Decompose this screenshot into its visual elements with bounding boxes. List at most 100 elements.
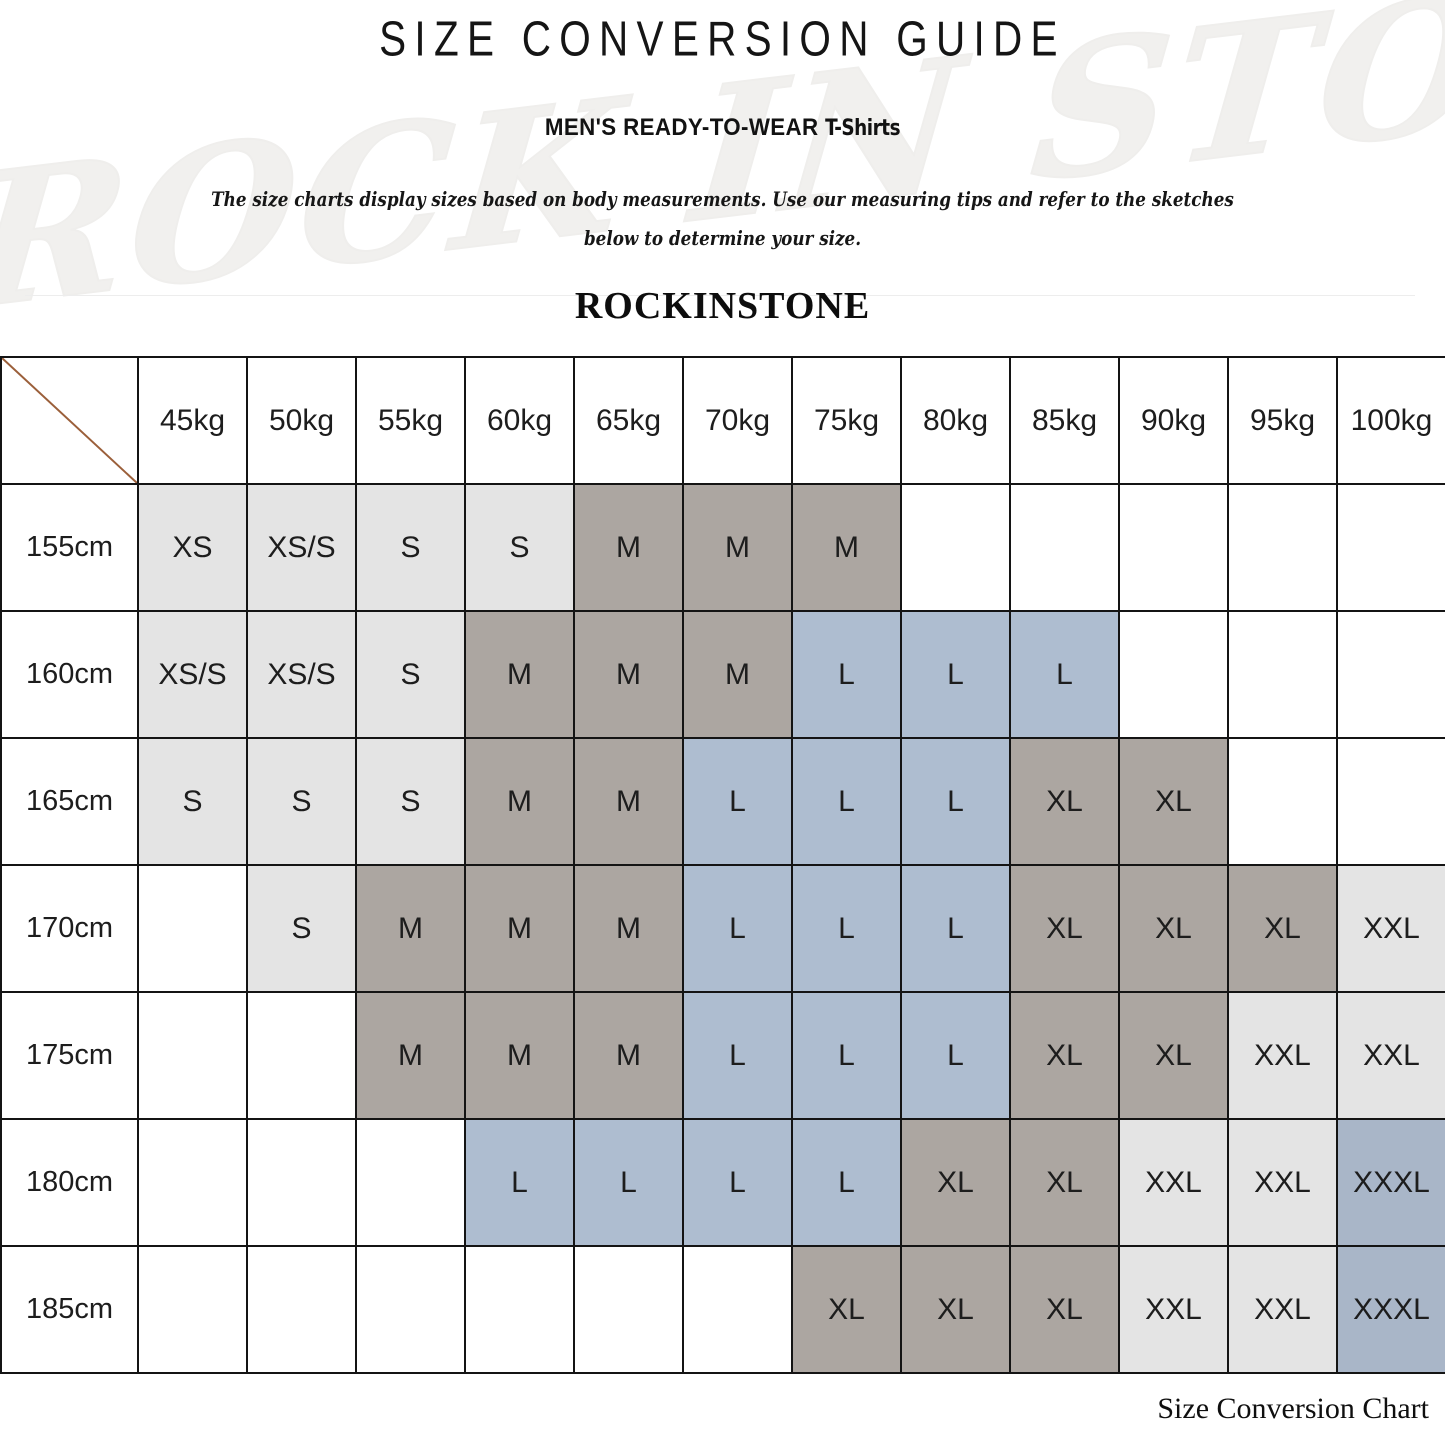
empty-cell — [464, 1245, 575, 1374]
size-cell: L — [791, 864, 902, 993]
size-cell: XL — [1009, 737, 1120, 866]
empty-cell — [355, 1245, 466, 1374]
table-row: 175cm M M M L L L XL XL XXL XXL — [0, 991, 1445, 1120]
size-cell: M — [573, 483, 684, 612]
page-header: SIZE CONVERSION GUIDE MEN'S READY-TO-WEA… — [0, 0, 1445, 328]
diagonal-divider-icon — [3, 359, 136, 482]
size-cell: XL — [1009, 864, 1120, 993]
weight-header-cell: 90kg — [1118, 356, 1229, 485]
size-cell: XXXL — [1336, 1245, 1445, 1374]
size-cell: XXXL — [1336, 1118, 1445, 1247]
size-cell: M — [682, 483, 793, 612]
weight-header-cell: 65kg — [573, 356, 684, 485]
measuring-note: The size charts display sizes based on b… — [101, 142, 1344, 258]
size-cell: L — [900, 991, 1011, 1120]
table-header-row: 45kg 50kg 55kg 60kg 65kg 70kg 75kg 80kg 85kg 90kg… — [0, 356, 1445, 485]
size-cell: L — [682, 1118, 793, 1247]
size-cell: S — [246, 737, 357, 866]
table-row: 165cm S S S M M L L L XL XL — [0, 737, 1445, 866]
size-cell: L — [682, 864, 793, 993]
size-cell: XL — [791, 1245, 902, 1374]
empty-cell — [1118, 610, 1229, 739]
size-cell: XL — [1118, 991, 1229, 1120]
size-cell: M — [464, 737, 575, 866]
empty-cell — [1336, 737, 1445, 866]
empty-cell — [137, 864, 248, 993]
size-cell: S — [246, 864, 357, 993]
height-header-cell: 185cm — [0, 1245, 139, 1374]
height-header-cell: 165cm — [0, 737, 139, 866]
empty-cell — [1009, 483, 1120, 612]
size-cell: XL — [900, 1245, 1011, 1374]
size-cell: M — [464, 991, 575, 1120]
size-cell: M — [573, 610, 684, 739]
size-conversion-table: 45kg 50kg 55kg 60kg 65kg 70kg 75kg 80kg 85kg 90kg… — [0, 356, 1445, 1374]
weight-header-cell: 45kg — [137, 356, 248, 485]
size-cell: M — [464, 610, 575, 739]
empty-cell — [573, 1245, 684, 1374]
empty-cell — [246, 1245, 357, 1374]
size-cell: XXL — [1227, 1245, 1338, 1374]
size-cell: XL — [1118, 864, 1229, 993]
table-row: 170cm S M M M L L L XL XL XL XXL — [0, 864, 1445, 993]
size-cell: L — [682, 737, 793, 866]
empty-cell — [137, 991, 248, 1120]
size-cell: XL — [1227, 864, 1338, 993]
empty-cell — [682, 1245, 793, 1374]
table-row: 185cm XL XL XL XXL XXL XXXL — [0, 1245, 1445, 1374]
size-cell: XXL — [1118, 1118, 1229, 1247]
size-cell: XL — [1118, 737, 1229, 866]
empty-cell — [137, 1118, 248, 1247]
weight-header-cell: 100kg — [1336, 356, 1445, 485]
subtitle: MEN'S READY-TO-WEAR T-Shirts — [51, 62, 1395, 142]
size-cell: XXL — [1336, 991, 1445, 1120]
weight-header-cell: 75kg — [791, 356, 902, 485]
size-cell: XXL — [1118, 1245, 1229, 1374]
height-header-cell: 175cm — [0, 991, 139, 1120]
empty-cell — [900, 483, 1011, 612]
size-cell: M — [791, 483, 902, 612]
size-cell: M — [355, 991, 466, 1120]
size-cell: XS/S — [246, 610, 357, 739]
height-header-cell: 180cm — [0, 1118, 139, 1247]
height-header-cell: 155cm — [0, 483, 139, 612]
size-cell: M — [682, 610, 793, 739]
empty-cell — [1336, 610, 1445, 739]
size-cell: L — [464, 1118, 575, 1247]
size-cell: XS/S — [137, 610, 248, 739]
size-cell: XL — [900, 1118, 1011, 1247]
brand-name: ROCKINSTONE — [574, 285, 871, 327]
table-row: 155cm XS XS/S S S M M M — [0, 483, 1445, 612]
page-title: SIZE CONVERSION GUIDE — [379, 12, 1066, 67]
size-cell: M — [573, 864, 684, 993]
size-cell: S — [137, 737, 248, 866]
size-cell: XXL — [1227, 1118, 1338, 1247]
table-row: 180cm L L L L XL XL XXL XXL XXXL — [0, 1118, 1445, 1247]
size-cell: L — [573, 1118, 684, 1247]
size-cell: M — [355, 864, 466, 993]
size-cell: M — [573, 991, 684, 1120]
subtitle-product: T-Shirts — [825, 116, 901, 141]
size-cell: M — [573, 737, 684, 866]
weight-header-cell: 50kg — [246, 356, 357, 485]
weight-header-cell: 55kg — [355, 356, 466, 485]
height-header-cell: 170cm — [0, 864, 139, 993]
table-row: 160cm XS/S XS/S S M M M L L L — [0, 610, 1445, 739]
size-cell: XL — [1009, 1118, 1120, 1247]
size-cell: L — [791, 737, 902, 866]
empty-cell — [137, 1245, 248, 1374]
subtitle-category: MEN'S READY-TO-WEAR — [544, 114, 819, 141]
weight-header-cell: 95kg — [1227, 356, 1338, 485]
size-cell: XL — [1009, 1245, 1120, 1374]
size-cell: L — [900, 737, 1011, 866]
empty-cell — [1227, 610, 1338, 739]
size-cell: L — [791, 991, 902, 1120]
empty-cell — [1118, 483, 1229, 612]
weight-header-cell: 85kg — [1009, 356, 1120, 485]
empty-cell — [355, 1118, 466, 1247]
empty-cell — [246, 991, 357, 1120]
size-cell: XL — [1009, 991, 1120, 1120]
empty-cell — [246, 1118, 357, 1247]
size-cell: L — [1009, 610, 1120, 739]
size-cell: L — [900, 864, 1011, 993]
